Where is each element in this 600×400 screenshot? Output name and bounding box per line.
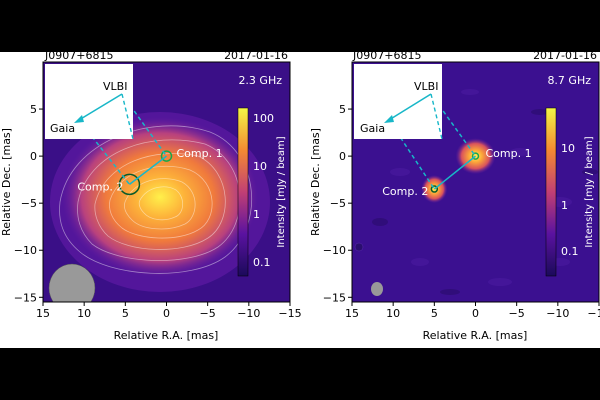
frequency-label: 2.3 GHz [238,74,282,87]
panel-2-3ghz: J0907+6815 2017-01-16 Comp. 1 Comp. 2 [0,52,302,342]
colorbar-gradient [545,107,557,277]
panel-source-label: J0907+6815 [352,52,421,62]
x-tick-label: −5 [509,307,525,320]
beam-ellipse [48,263,96,302]
colorbar-tick: 10 [253,160,267,173]
y-tick-label: −10 [14,244,37,257]
panel-date-label: 2017-01-16 [224,52,288,62]
y-tick-label: −10 [323,244,346,257]
x-axis-label: Relative R.A. [mas] [114,329,219,342]
y-tick-label: −15 [14,291,37,304]
x-tick-label: 0 [163,307,170,320]
y-tick-label: 0 [30,150,37,163]
colorbar-tick: 1 [253,208,260,221]
x-tick-label: −5 [200,307,216,320]
comp2-label: Comp. 2 [382,185,428,198]
emission-region [62,117,258,277]
panel-source-label: J0907+6815 [44,52,113,62]
y-tick-label: −5 [330,197,346,210]
colorbar-gradient [237,107,249,277]
x-tick-label: 5 [431,307,438,320]
colorbar-tick: 0.1 [561,245,579,258]
x-tick-label: 10 [77,307,91,320]
jet-arrow [128,155,167,185]
dashed-line-comp1 [121,93,168,157]
beam-ellipse [371,282,383,296]
panel-8-7ghz: J0907+6815 2017-01-16 Comp. 1 [309,52,600,342]
x-axis-label: Relative R.A. [mas] [423,329,528,342]
colorbar-tick: 10 [561,142,575,155]
x-tick-label: 0 [472,307,479,320]
inset-box [45,64,133,139]
colorbar-label: Intensity [mJy / beam] [584,136,595,247]
image-plot: Comp. 1 Comp. 2 [43,62,290,302]
inset-gaia-label: Gaia [50,122,75,135]
inset-gaia-label: Gaia [360,122,385,135]
vlbi-gaia-inset: VLBI Gaia [45,64,134,140]
frequency-label: 8.7 GHz [547,74,591,87]
x-tick-label: 5 [122,307,129,320]
inset-dash [430,93,443,140]
colorbar: 100 10 1 0.1 Intensity [mJy / beam] [237,107,287,277]
figure: J0907+6815 2017-01-16 Comp. 1 Comp. 2 [0,52,600,348]
x-tick-label: −10 [237,307,260,320]
y-axis-label: Relative Dec. [mas] [309,128,322,236]
y-tick-label: 5 [30,103,37,116]
x-tick-label: −15 [587,307,600,320]
comp1-marker [471,152,480,160]
y-tick-label: −5 [21,197,37,210]
x-tick-label: 15 [36,307,50,320]
noise-spot [354,242,364,252]
jet-arrow [433,155,476,190]
y-tick-label: 5 [339,103,346,116]
colorbar-tick: 1 [561,199,568,212]
comp2-marker [430,185,439,193]
inset-arrowhead [74,115,84,123]
x-tick-label: −15 [278,307,301,320]
comp1-label: Comp. 1 [177,147,223,160]
colorbar-label: Intensity [mJy / beam] [276,136,287,247]
colorbar-tick: 100 [253,112,274,125]
y-tick-label: 0 [339,150,346,163]
axes-ticks: 15 10 5 0 −5 −10 −15 5 0 −5 −10 −15 [323,103,600,320]
comp1-marker [160,150,173,162]
x-tick-label: −10 [546,307,569,320]
x-tick-label: 15 [345,307,359,320]
comp2-label: Comp. 2 [77,180,123,193]
noise-pattern-dark [372,109,598,295]
colorbar: 10 1 0.1 Intensity [mJy / beam] [545,107,595,277]
colorbar-tick: 0.1 [253,256,271,269]
inset-vlbi-label: VLBI [414,80,438,93]
axes-ticks: 15 10 5 0 −5 −10 −15 5 0 −5 −10 −15 [14,103,302,320]
inset-arrow [388,93,432,121]
y-axis-label: Relative Dec. [mas] [0,128,13,236]
y-tick-label: −15 [323,291,346,304]
figure-svg: J0907+6815 2017-01-16 Comp. 1 Comp. 2 [0,52,600,342]
panel-date-label: 2017-01-16 [533,52,597,62]
inset-vlbi-label: VLBI [103,80,127,93]
inset-box [354,64,442,139]
vlbi-gaia-inset: VLBI Gaia [354,64,443,140]
inset-arrowhead [384,115,394,123]
x-tick-label: 10 [386,307,400,320]
comp1-label: Comp. 1 [486,147,532,160]
dashed-line-comp1 [430,93,477,157]
inset-dash [121,93,134,140]
comp2-marker [118,173,141,196]
inset-arrow [78,93,123,121]
